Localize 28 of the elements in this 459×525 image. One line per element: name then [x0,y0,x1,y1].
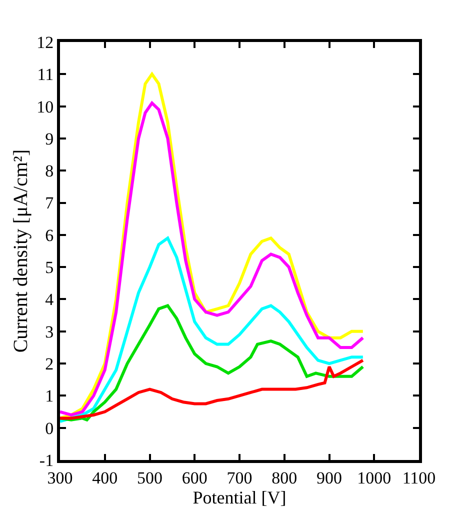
y-tick-label: 12 [36,32,54,52]
y-tick-label: 9 [45,129,54,148]
y-axis-title: Current density [μA/cm²] [10,149,32,353]
x-tick-label: 500 [137,468,162,488]
y-tick-label: 10 [36,97,54,116]
x-tick-label: 300 [47,468,73,488]
y-tick-label: 0 [45,418,54,438]
y-tick-label: 1 [45,386,54,406]
x-tick-label: 400 [92,468,118,488]
y-tick-label: 8 [45,162,54,181]
y-tick-label: 3 [45,322,54,342]
line-series [60,304,364,422]
y-tick-label: 4 [45,290,54,310]
y-tick-label: 2 [45,354,54,374]
y-tick-label: 7 [45,194,54,213]
x-tick-label: 800 [272,468,298,488]
x-axis-title: Potential [V] [192,487,286,508]
y-tick-label: 5 [45,258,54,278]
line-series [60,358,364,420]
x-tick-label: 1000 [357,468,392,488]
x-tick-label: 1100 [402,468,436,488]
line-series [60,236,364,423]
y-tick-label: 6 [45,226,54,245]
x-tick-label: 700 [226,468,252,488]
x-tick-label: 900 [316,468,342,488]
y-tick-label: -1 [39,450,54,470]
y-tick-label: 11 [37,65,54,84]
x-tick-label: 600 [182,468,208,488]
